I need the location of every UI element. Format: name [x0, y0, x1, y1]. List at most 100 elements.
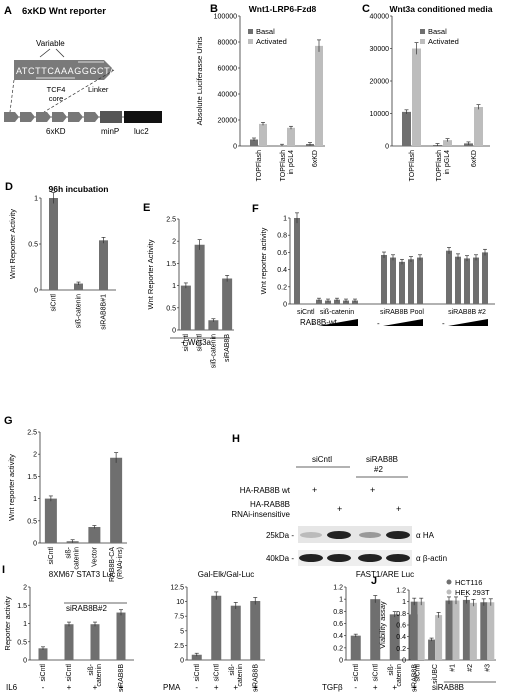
- antibody-ha-label: α HA: [416, 531, 435, 540]
- kd-element-arrow: [14, 60, 114, 80]
- luc2-block: [124, 111, 162, 123]
- chart-c-legend-label: Activated: [428, 37, 459, 46]
- chart-g: G 0 0.5 1 1.5 2 2.5 Wnt reporter activity siCntl…: [4, 415, 127, 582]
- band-ha-2: [327, 531, 351, 539]
- chart-f-letter: F: [252, 203, 259, 215]
- seq-part-c: GGCTA: [82, 66, 116, 76]
- blot-col-sirab8b: siRAB8B: [366, 455, 398, 464]
- chart-b-ytick-label: 20000: [218, 118, 238, 125]
- chart-b-xlabel: TOPFlash: [256, 150, 263, 181]
- kd-repeat-arrows: [4, 112, 99, 122]
- chart-b-ytick-label: 80000: [218, 40, 238, 47]
- chart-e: E 0 0.5 1 1.5 2 2.5 Wnt Reporter Activity siCntl…: [143, 202, 234, 368]
- chart-e-xlabel: siß-catenin: [210, 334, 217, 368]
- band-actin-2: [327, 554, 351, 562]
- chart-i2-bar-1: [211, 595, 222, 660]
- chart-i1: I 8XM67 STAT3 Luc 0 0.5 1 1.5 2 Reporter activi…: [2, 564, 134, 692]
- chart-g-letter: G: [4, 415, 13, 427]
- variable-label: Variable: [36, 39, 65, 48]
- lab-6xkd: 6xKD: [46, 127, 66, 136]
- chart-f-bar-9: [408, 259, 414, 304]
- extra-labels: + Wnt3a siRAB8B#2 siRAB8B RAB8B-wt: [66, 318, 464, 692]
- chart-d-title: 96h incubation: [49, 184, 109, 194]
- chart-i3-bar-0: [350, 635, 361, 660]
- chart-g-ytick-label: 0: [33, 541, 37, 548]
- chart-i3-ytick-label: 0.2: [333, 645, 343, 652]
- chart-j-bar-hct-2: [445, 600, 453, 660]
- chart-g-xlabel: siCntl: [48, 547, 55, 565]
- plus-2: +: [370, 485, 375, 495]
- chart-f-ytick-label: 0: [283, 302, 287, 309]
- chart-j-bar-hct-0: [410, 601, 418, 660]
- chart-b-letter: B: [210, 3, 218, 15]
- chart-b-ytick-label: 0: [233, 144, 237, 151]
- chart-d-ylabel: Wnt Reporter Activity: [8, 209, 17, 279]
- chart-i1-xlabel: siCntl: [66, 664, 73, 682]
- chart-j-bar-hct-3: [462, 599, 470, 660]
- chart-i1-xlabel: siRAB8B: [118, 664, 125, 692]
- chart-i2-sign: +: [233, 683, 238, 692]
- chart-i2-ytick-label: 5: [180, 628, 184, 635]
- chart-j-ytick-label: 0: [402, 658, 406, 665]
- chart-b-bar-activated-0: [259, 123, 267, 146]
- chart-g-ytick-label: 1: [33, 496, 37, 503]
- chart-b-ytick-label: 40000: [218, 92, 238, 99]
- g-group-label: siRAB8B#2: [66, 604, 107, 613]
- f-rowlabel: RAB8B-wt: [300, 318, 338, 327]
- chart-f-bar-7: [390, 257, 396, 304]
- chart-g-xlabel: RAB8B-CA: [109, 547, 116, 582]
- chart-c-bar-activated-2: [474, 107, 483, 146]
- chart-f-minus: -: [312, 319, 315, 328]
- chart-e-xlabel: siRAB8B: [224, 334, 231, 362]
- chart-i2-ytick-label: 7.5: [174, 614, 184, 621]
- linker-label: Linker: [88, 85, 109, 94]
- antibody-actin-label: α β-actin: [416, 554, 447, 563]
- chart-i1-xlabel: siß-: [88, 663, 95, 675]
- chart-e-ytick-label: 0.5: [166, 305, 176, 312]
- chart-j-legend-label: HCT116: [455, 578, 482, 587]
- chart-i1-sign: +: [67, 683, 72, 692]
- chart-i2-sign: +: [214, 683, 219, 692]
- panel-h-letter: H: [232, 433, 240, 445]
- kd-arrow-4: [52, 112, 67, 122]
- chart-c-xlabel: in pGL4: [444, 150, 451, 175]
- chart-i1-ytick-label: 2: [23, 585, 27, 592]
- chart-b-legend-label: Activated: [256, 37, 287, 46]
- chart-i3-ytick-label: 1.2: [333, 585, 343, 592]
- chart-i2-xlabel: siß-: [229, 663, 236, 675]
- chart-j-ytick-label: 1: [402, 599, 406, 606]
- chart-f-ytick-label: 1: [283, 216, 287, 223]
- chart-i3-xlabel: catenin: [396, 664, 403, 687]
- chart-f-bar-4: [343, 300, 349, 304]
- chart-i3-sign: -: [354, 683, 357, 692]
- chart-f-bar-6: [381, 254, 387, 304]
- kda-40-label: 40kDa -: [266, 554, 294, 563]
- chart-i2-sign: -: [195, 683, 198, 692]
- j-group-label: siRAB8B: [432, 683, 464, 692]
- chart-j-bar-hek-2: [452, 600, 460, 660]
- chart-panels: B Wnt1-LRP6-Fzd80200004000060000800001000…: [2, 3, 496, 692]
- chart-f-dose-wedge-0: [318, 319, 358, 326]
- kd-arrow-1: [4, 112, 19, 122]
- chart-i3-ytick-label: 1: [339, 597, 343, 604]
- chart-d-xlabel: siß-catenin: [76, 294, 83, 328]
- chart-i2-xlabel: siCntl: [194, 664, 201, 682]
- plus-4: +: [396, 504, 401, 514]
- plus-3: +: [337, 504, 342, 514]
- chart-i3-sign: +: [373, 683, 378, 692]
- chart-i3-xlabel: siRAB8B: [411, 664, 418, 692]
- chart-g-ylabel: Wnt reporter activity: [7, 454, 16, 521]
- band-actin-4: [386, 554, 410, 562]
- chart-i1-sign: +: [93, 683, 98, 692]
- svg-text:ATCTTCAAAGGGCTA: ATCTTCAAAGGGCTA: [16, 66, 116, 76]
- chart-i1-bar-2: [90, 624, 100, 660]
- chart-i2-treat: PMA: [163, 683, 181, 692]
- chart-j-ytick-label: 1.2: [396, 588, 406, 595]
- chart-e-ytick-label: 1: [172, 283, 176, 290]
- chart-c-bar-basal-0: [402, 111, 411, 146]
- chart-i2-xlabel: siCntl: [213, 664, 220, 682]
- chart-f-bar-14: [473, 257, 479, 304]
- blot-actin-membrane: [298, 550, 412, 566]
- minp-block: [100, 111, 122, 123]
